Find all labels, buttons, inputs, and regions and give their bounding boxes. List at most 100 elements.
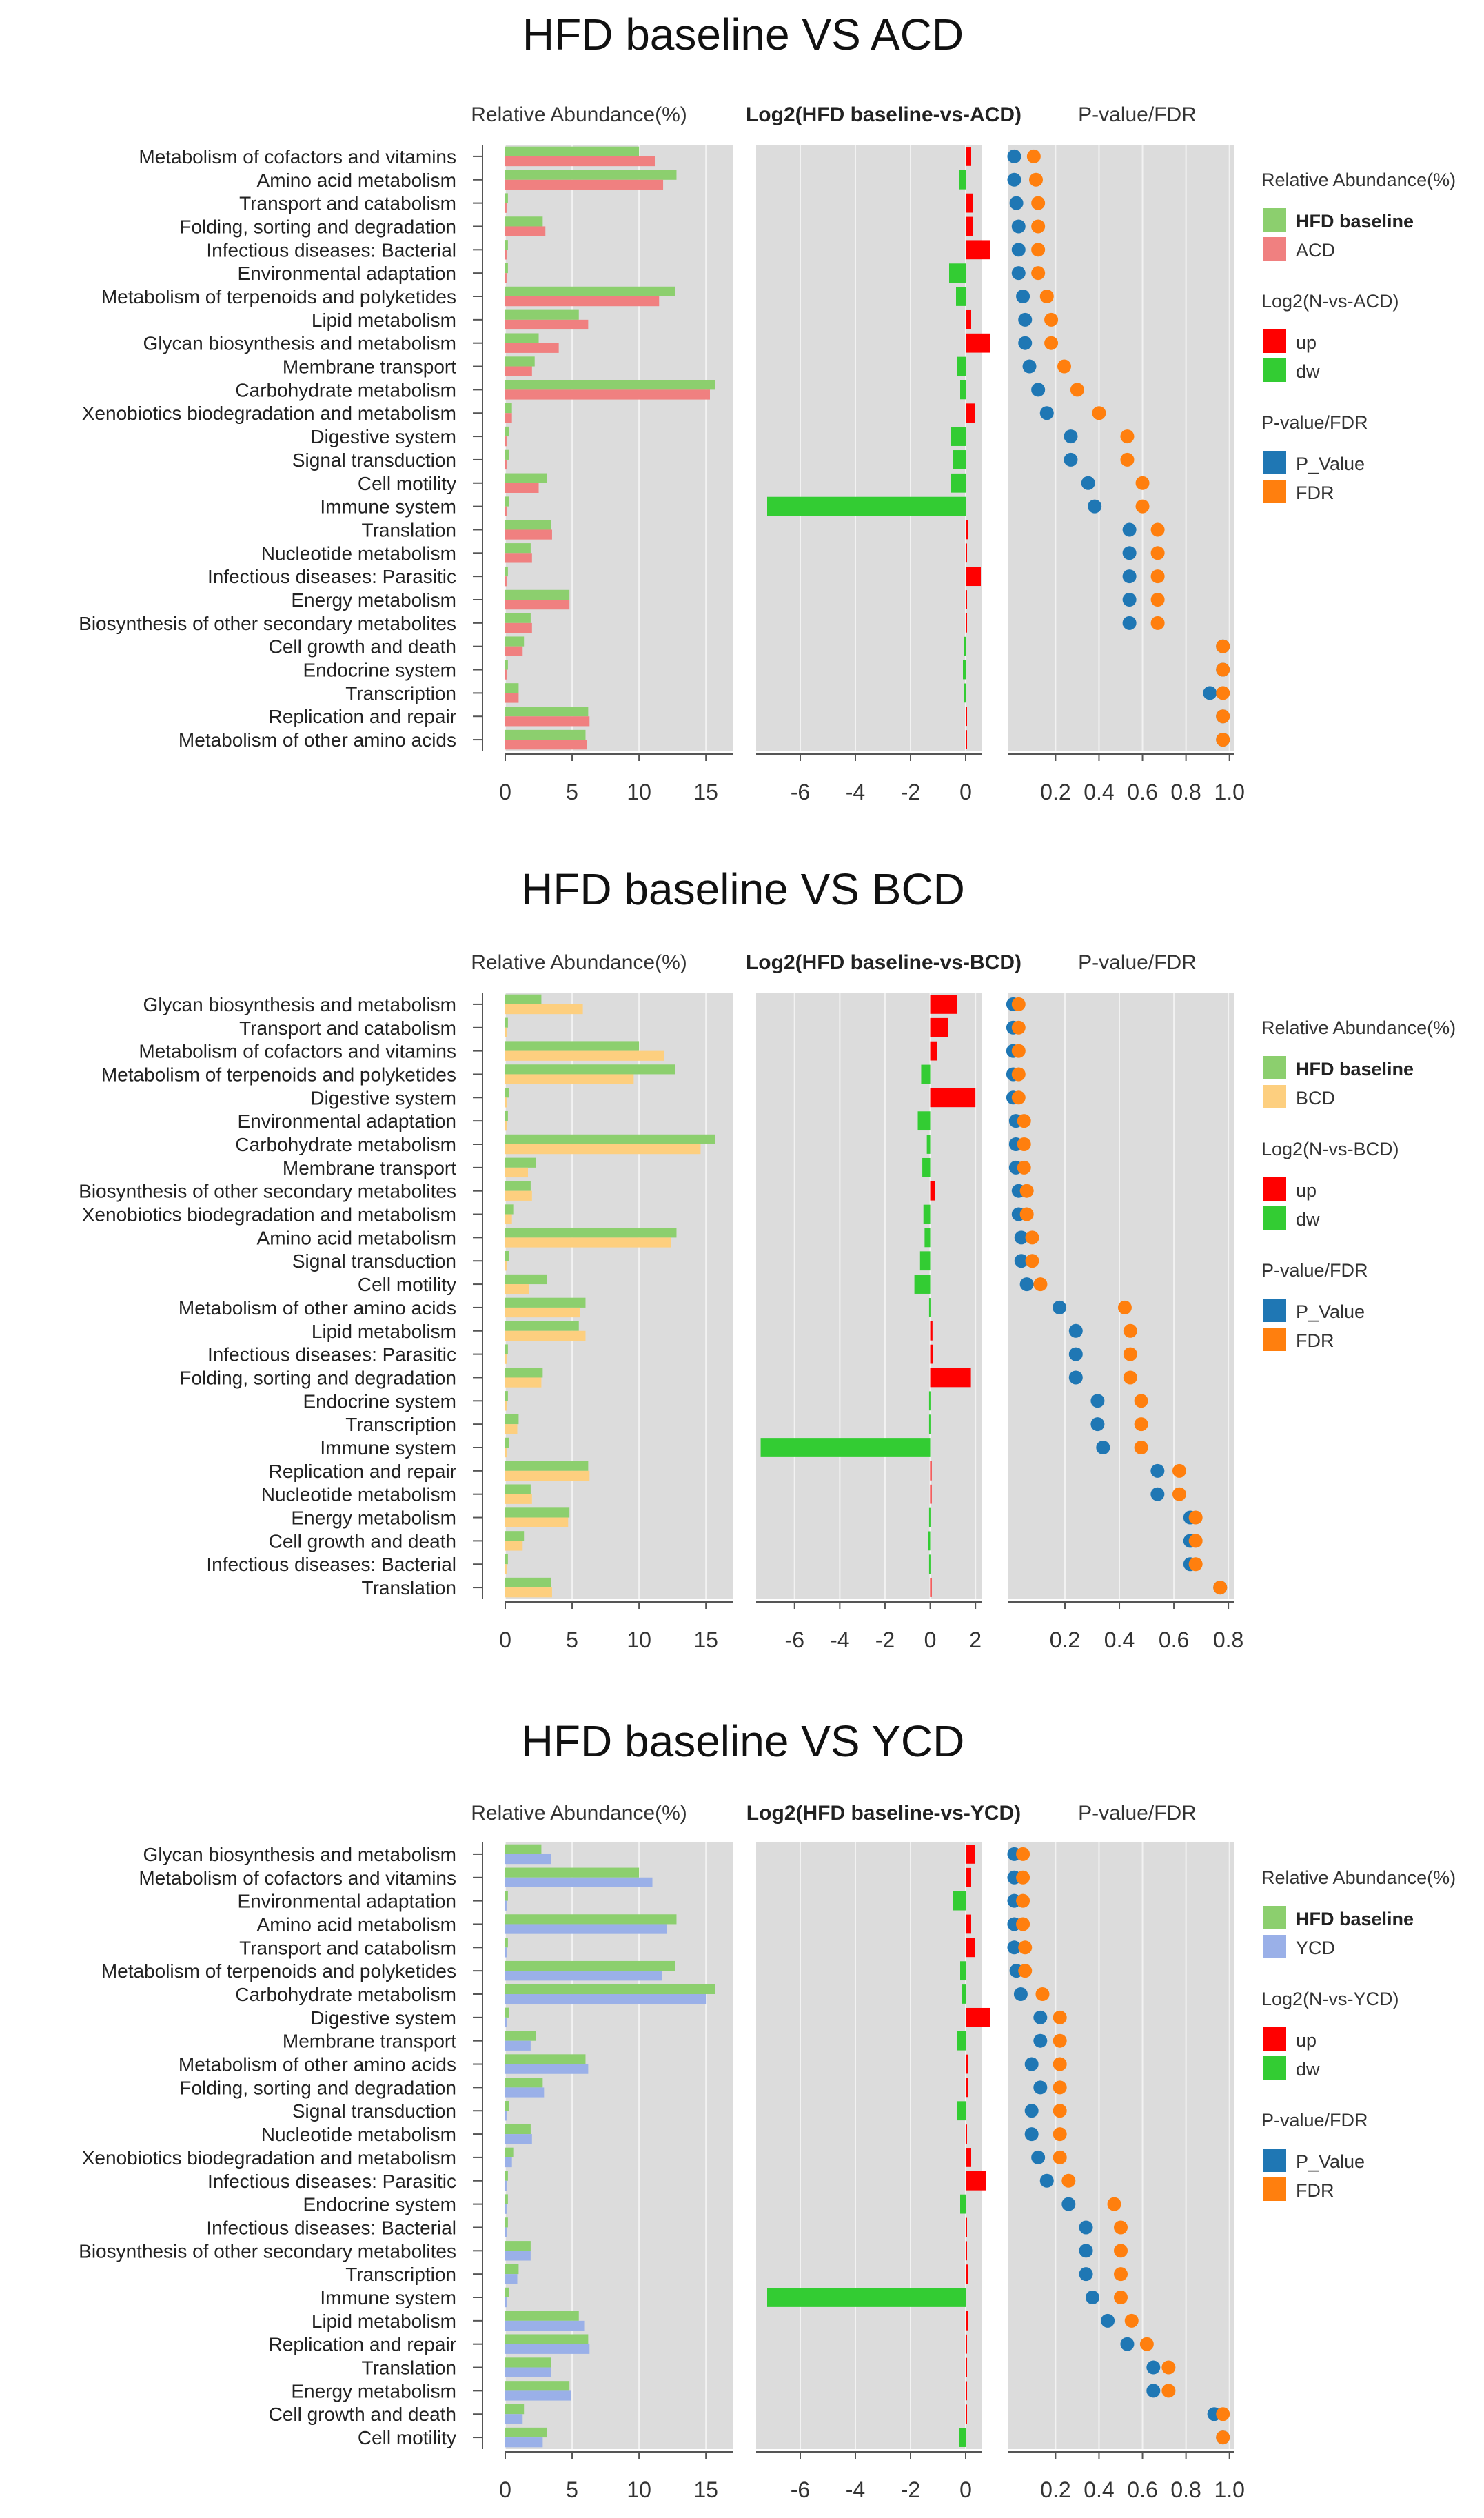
abundance-bar-hfd [505, 473, 547, 483]
category-label: Endocrine system [303, 660, 456, 681]
legend-label-fdr: FDR [1296, 483, 1334, 503]
abundance-bar-hfd [505, 263, 508, 274]
category-label: Membrane transport [283, 2031, 456, 2052]
pvalue-tick-label: 1.0 [1214, 2477, 1244, 2502]
abundance-bar-acd [505, 343, 559, 353]
fdr-dot [1025, 1254, 1039, 1268]
abundance-tick-label: 5 [566, 780, 578, 804]
pvalue-dot [1088, 499, 1102, 514]
abundance-bar-bcd [505, 1190, 532, 1201]
abundance-bar-hfd [505, 2007, 509, 2018]
chart-ycd: HFD baseline VS YCD Relative Abundance(%… [471, 1716, 1456, 2201]
category-label: Folding, sorting and degradation [179, 1367, 456, 1388]
abundance-bar-hfd [505, 380, 715, 390]
category-label: Metabolism of terpenoids and polyketides [101, 1064, 456, 1085]
fdr-dot [1018, 1940, 1033, 1955]
log2-panel-background [756, 1842, 982, 2449]
abundance-bar-acd [505, 529, 552, 540]
fdr-dot [1053, 2010, 1067, 2024]
abundance-bar-hfd [505, 1844, 542, 1854]
pvalue-dot [1024, 2104, 1039, 2118]
chart-title: HFD baseline VS BCD [521, 864, 965, 914]
category-label: Metabolism of terpenoids and polyketides [101, 286, 456, 307]
log2-bar-dw [960, 380, 966, 400]
legend-label-bcd: BCD [1296, 1088, 1335, 1108]
fdr-dot [1139, 2337, 1154, 2351]
fdr-dot [1044, 312, 1059, 327]
pvalue-dot [1022, 359, 1037, 374]
log2-bar-up [966, 193, 973, 213]
pvalue-dot [1064, 429, 1078, 444]
abundance-bar-acd [505, 646, 523, 656]
pvalue-dot [1090, 1417, 1105, 1432]
log2-bar-up [966, 240, 990, 260]
legend-swatch-dw [1263, 358, 1286, 382]
abundance-bar-ycd [505, 2204, 507, 2214]
log2-bar-dw [760, 1438, 931, 1457]
pvalue-tick-label: 0.6 [1159, 1627, 1189, 1652]
pvalue-dot [1007, 172, 1021, 187]
fdr-dot [1216, 686, 1230, 700]
category-label: Metabolism of other amino acids [179, 1297, 456, 1319]
fdr-dot [1053, 2057, 1067, 2071]
abundance-bar-ycd [505, 2134, 532, 2144]
abundance-bar-hfd [505, 1157, 536, 1168]
abundance-bar-hfd [505, 2264, 519, 2275]
abundance-bar-hfd [505, 1064, 675, 1075]
category-label: Replication and repair [269, 706, 456, 727]
log2-bar-up [930, 1321, 933, 1341]
category-label: Nucleotide metabolism [261, 542, 456, 564]
abundance-bar-hfd [505, 403, 512, 414]
legend-label-hfd: HFD baseline [1296, 211, 1414, 232]
fdr-dot [1150, 616, 1165, 630]
category-label: Immune system [320, 2287, 456, 2308]
log2-tick-label: -6 [791, 2477, 810, 2502]
abundance-bar-bcd [505, 1284, 529, 1294]
pvalue-tick-label: 0.8 [1170, 780, 1201, 804]
pvalue-dot [1011, 243, 1026, 257]
abundance-bar-bcd [505, 1330, 586, 1341]
fdr-dot [1216, 709, 1230, 724]
legend-label-up: up [1296, 1180, 1317, 1201]
fdr-dot [1011, 1020, 1026, 1035]
pvalue-dot [1014, 1254, 1028, 1268]
pvalue-dot [1033, 2010, 1048, 2024]
legend-swatch-up [1263, 329, 1286, 353]
abundance-bar-bcd [505, 1448, 507, 1458]
log2-bar-dw [924, 1228, 931, 1248]
pvalue-dot [1090, 1394, 1105, 1408]
abundance-bar-hfd [505, 1531, 525, 1541]
category-label: Environmental adaptation [237, 1891, 456, 1912]
fdr-dot [1172, 1463, 1186, 1478]
abundance-bar-hfd [505, 2311, 579, 2321]
pvalue-dot [1203, 686, 1217, 700]
abundance-tick-label: 10 [627, 780, 651, 804]
pvalue-panel-background [1008, 1842, 1234, 2449]
log2-bar-up [930, 1344, 933, 1364]
abundance-bar-hfd [505, 286, 675, 296]
category-label: Replication and repair [269, 2334, 456, 2355]
abundance-bar-hfd [505, 240, 508, 250]
log2-bar-up [930, 1368, 971, 1388]
category-label: Translation [362, 2357, 456, 2379]
fdr-dot [1033, 1277, 1048, 1292]
abundance-bar-ycd [505, 2157, 512, 2168]
category-label: Translation [362, 519, 456, 540]
category-label: Signal transduction [292, 449, 456, 471]
category-label: Metabolism of cofactors and vitamins [139, 146, 456, 167]
pvalue-tick-label: 0.2 [1040, 780, 1070, 804]
pvalue-dot [1007, 149, 1021, 163]
fdr-dot [1011, 1090, 1026, 1105]
fdr-dot [1092, 406, 1106, 420]
category-label: Infectious diseases: Parasitic [207, 1344, 456, 1365]
pvalue-panel-title: P-value/FDR [1078, 951, 1197, 974]
abundance-bar-bcd [505, 1261, 507, 1271]
legend-label-acd: ACD [1296, 240, 1335, 261]
legend-swatch-fdr [1263, 1328, 1286, 1351]
legend-swatch-ycd [1263, 1935, 1286, 1958]
pvalue-dot [1031, 2150, 1046, 2164]
abundance-tick-label: 5 [566, 1627, 578, 1652]
abundance-bar-hfd [505, 309, 579, 320]
category-label: Infectious diseases: Parasitic [207, 566, 456, 587]
log2-bar-up [930, 1017, 948, 1037]
